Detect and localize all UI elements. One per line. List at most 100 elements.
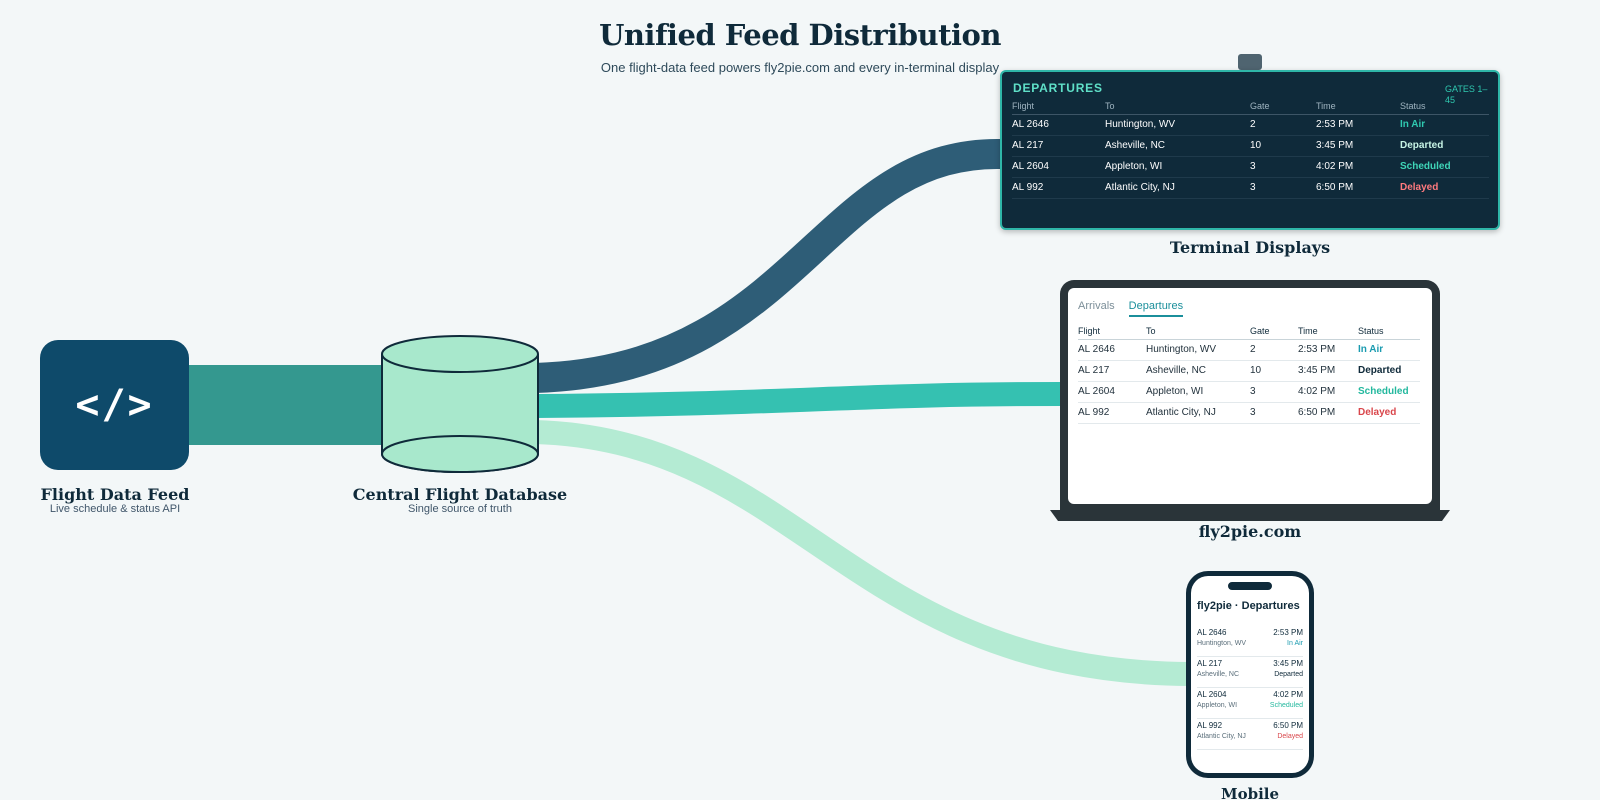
table-row: AL 2646 Huntington, WV 2 2:53 PM In Air bbox=[1078, 339, 1420, 361]
terminal-display: DEPARTURES GATES 1–45 Flight To Gate Time St… bbox=[1000, 70, 1500, 230]
mobile-flight: AL 2604 bbox=[1197, 690, 1227, 699]
mobile-list-item: AL 2604 4:02 PM Appleton, WI Scheduled bbox=[1197, 688, 1303, 719]
mobile-status: Departed bbox=[1274, 671, 1303, 678]
table-row: AL 217 Asheville, NC 10 3:45 PM Departed bbox=[1012, 135, 1489, 157]
table-cell: Huntington, WV bbox=[1105, 114, 1250, 136]
column-header: Time bbox=[1298, 324, 1358, 340]
table-cell: 3 bbox=[1250, 402, 1298, 424]
mobile-status: In Air bbox=[1287, 640, 1303, 647]
table-row: AL 992 Atlantic City, NJ 3 6:50 PM Delayed bbox=[1012, 177, 1489, 199]
table-row: AL 992 Atlantic City, NJ 3 6:50 PM Delayed bbox=[1078, 402, 1420, 424]
table-cell: 4:02 PM bbox=[1316, 156, 1400, 178]
mobile-list-item: AL 992 6:50 PM Atlantic City, NJ Delayed bbox=[1197, 719, 1303, 750]
mobile-flight: AL 2646 bbox=[1197, 628, 1227, 637]
table-row: AL 2646 Huntington, WV 2 2:53 PM In Air bbox=[1012, 114, 1489, 136]
status-cell: Scheduled bbox=[1358, 381, 1420, 403]
table-row: AL 217 Asheville, NC 10 3:45 PM Departed bbox=[1078, 360, 1420, 382]
db-to-mobile-flow bbox=[534, 420, 1191, 686]
column-header: Flight bbox=[1012, 99, 1105, 115]
table-cell: Appleton, WI bbox=[1105, 156, 1250, 178]
column-header: Status bbox=[1358, 324, 1420, 340]
table-cell: 4:02 PM bbox=[1298, 381, 1358, 403]
table-cell: AL 992 bbox=[1078, 402, 1146, 424]
table-cell: AL 992 bbox=[1012, 177, 1105, 199]
table-row: AL 2604 Appleton, WI 3 4:02 PM Scheduled bbox=[1012, 156, 1489, 178]
column-header: To bbox=[1105, 99, 1250, 115]
table-cell: AL 217 bbox=[1012, 135, 1105, 157]
table-cell: 6:50 PM bbox=[1298, 402, 1358, 424]
table-cell: 10 bbox=[1250, 360, 1298, 382]
website-label: fly2pie.com bbox=[1198, 522, 1302, 541]
mobile-destination: Appleton, WI bbox=[1197, 702, 1238, 709]
mobile-status: Scheduled bbox=[1269, 702, 1303, 709]
mobile-status: Delayed bbox=[1277, 733, 1303, 740]
mobile-title: fly2pie · Departures bbox=[1197, 600, 1300, 612]
mobile-list-item: AL 217 3:45 PM Asheville, NC Departed bbox=[1197, 657, 1303, 688]
column-header: Gate bbox=[1250, 324, 1298, 340]
database-title: Central Flight Database bbox=[352, 485, 568, 504]
table-cell: 6:50 PM bbox=[1316, 177, 1400, 199]
table-cell: Atlantic City, NJ bbox=[1146, 402, 1250, 424]
table-row: AL 2604 Appleton, WI 3 4:02 PM Scheduled bbox=[1078, 381, 1420, 403]
table-cell: 3 bbox=[1250, 177, 1316, 199]
feed-to-db-flow bbox=[186, 365, 386, 445]
table-cell: 3:45 PM bbox=[1298, 360, 1358, 382]
table-cell: Huntington, WV bbox=[1146, 339, 1250, 361]
mobile-time: 4:02 PM bbox=[1273, 690, 1303, 699]
database-cylinder-icon bbox=[381, 335, 539, 473]
table-cell: 3:45 PM bbox=[1316, 135, 1400, 157]
mobile-label: Mobile bbox=[1220, 785, 1280, 800]
mobile-destination: Asheville, NC bbox=[1197, 671, 1240, 678]
table-cell: 2:53 PM bbox=[1316, 114, 1400, 136]
web-table: Flight To Gate Time Status AL 2646 Huntington… bbox=[1078, 324, 1420, 424]
tab-arrivals[interactable]: Arrivals bbox=[1078, 300, 1115, 312]
web-tabs: Arrivals Departures bbox=[1078, 300, 1184, 317]
code-icon: </> bbox=[75, 382, 154, 428]
table-cell: 3 bbox=[1250, 381, 1298, 403]
mobile-destination: Atlantic City, NJ bbox=[1197, 733, 1246, 740]
mobile-flight: AL 217 bbox=[1197, 659, 1223, 668]
table-cell: AL 217 bbox=[1078, 360, 1146, 382]
status-cell: Departed bbox=[1400, 135, 1489, 157]
database-subtitle: Single source of truth bbox=[408, 503, 512, 515]
mobile-time: 3:45 PM bbox=[1273, 659, 1303, 668]
diagram-subtitle: One flight-data feed powers fly2pie.com … bbox=[600, 60, 1000, 75]
mobile-list-item: AL 2646 2:53 PM Huntington, WV In Air bbox=[1197, 626, 1303, 657]
diagram-title: Unified Feed Distribution bbox=[599, 18, 1001, 52]
table-cell: Asheville, NC bbox=[1105, 135, 1250, 157]
feed-node: </> bbox=[40, 340, 189, 470]
table-cell: AL 2604 bbox=[1012, 156, 1105, 178]
column-header: Flight bbox=[1078, 324, 1146, 340]
db-to-terminal-flow bbox=[534, 138, 1003, 393]
mobile-time: 2:53 PM bbox=[1273, 628, 1303, 637]
mobile-flight: AL 992 bbox=[1197, 721, 1223, 730]
table-cell: 3 bbox=[1250, 156, 1316, 178]
tab-departures[interactable]: Departures bbox=[1128, 300, 1184, 317]
board-heading: DEPARTURES bbox=[1013, 81, 1103, 95]
status-cell: Delayed bbox=[1400, 177, 1489, 199]
column-header: Time bbox=[1316, 99, 1400, 115]
table-cell: Asheville, NC bbox=[1146, 360, 1250, 382]
status-cell: Departed bbox=[1358, 360, 1420, 382]
phone-notch bbox=[1228, 582, 1272, 590]
table-cell: Appleton, WI bbox=[1146, 381, 1250, 403]
table-cell: AL 2604 bbox=[1078, 381, 1146, 403]
board-table: Flight To Gate Time Status AL 2646 Huntington… bbox=[1012, 99, 1489, 199]
terminal-label: Terminal Displays bbox=[1169, 238, 1331, 257]
status-cell: Delayed bbox=[1358, 402, 1420, 424]
table-cell: 2 bbox=[1250, 339, 1298, 361]
table-cell: 10 bbox=[1250, 135, 1316, 157]
mobile-time: 6:50 PM bbox=[1273, 721, 1303, 730]
table-cell: 2:53 PM bbox=[1298, 339, 1358, 361]
table-cell: AL 2646 bbox=[1078, 339, 1146, 361]
status-cell: In Air bbox=[1400, 114, 1489, 136]
db-to-web-flow bbox=[534, 382, 1063, 418]
column-header: Status bbox=[1400, 99, 1489, 115]
mobile-destination: Huntington, WV bbox=[1197, 640, 1247, 647]
column-header: Gate bbox=[1250, 99, 1316, 115]
display-mount bbox=[1238, 54, 1262, 70]
column-header: To bbox=[1146, 324, 1250, 340]
status-cell: In Air bbox=[1358, 339, 1420, 361]
phone-screen bbox=[1191, 576, 1309, 773]
